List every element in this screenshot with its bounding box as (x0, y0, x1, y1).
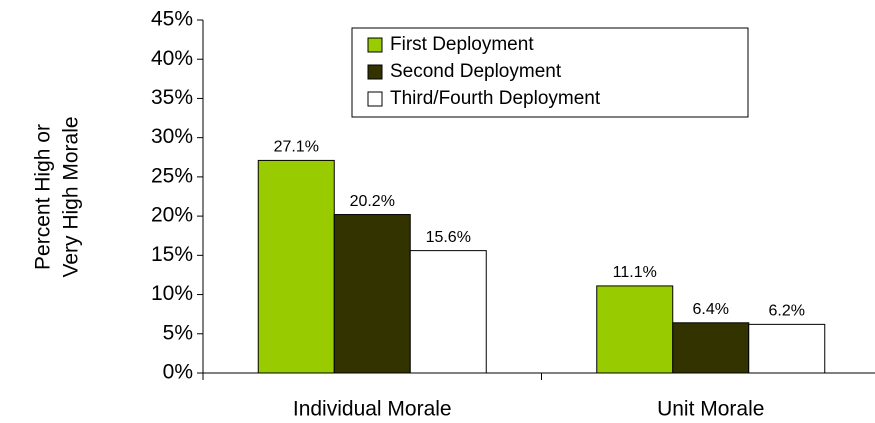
y-tick-label: 40% (151, 47, 193, 70)
bar (409, 250, 487, 374)
legend-box (351, 27, 749, 118)
y-tick-label: 15% (151, 243, 193, 266)
y-axis-title: Very High Morale (60, 116, 83, 277)
value-label: 15.6% (426, 229, 471, 246)
value-label: 20.2% (350, 193, 395, 210)
legend: First Deployment Second Deployment Third/F… (351, 27, 749, 118)
legend-swatch (367, 64, 383, 80)
y-tick-label: 45% (151, 8, 193, 31)
legend-swatch (367, 37, 383, 53)
bar (333, 214, 411, 374)
y-tick-label: 5% (163, 321, 193, 344)
y-axis-title: Percent High or (32, 124, 55, 270)
value-label: 6.4% (693, 301, 729, 318)
legend-label: Second Deployment (390, 61, 562, 82)
y-tick-label: 30% (151, 125, 193, 148)
y-tick-label: 10% (151, 282, 193, 305)
bar (596, 285, 674, 374)
x-tick-label: Unit Morale (657, 398, 764, 421)
bar (672, 322, 750, 374)
value-label: 27.1% (274, 139, 319, 156)
legend-label: Third/Fourth Deployment (390, 88, 601, 109)
bar (257, 159, 335, 374)
legend-swatch (367, 91, 383, 107)
y-tick-label: 35% (151, 86, 193, 109)
y-tick-label: 20% (151, 204, 193, 227)
bar (748, 323, 826, 374)
y-tick-label: 0% (163, 361, 193, 384)
x-tick-label: Individual Morale (293, 398, 452, 421)
legend-label: First Deployment (390, 34, 534, 55)
value-label: 11.1% (613, 264, 657, 281)
value-label: 6.2% (769, 303, 805, 320)
y-tick-label: 25% (151, 164, 193, 187)
